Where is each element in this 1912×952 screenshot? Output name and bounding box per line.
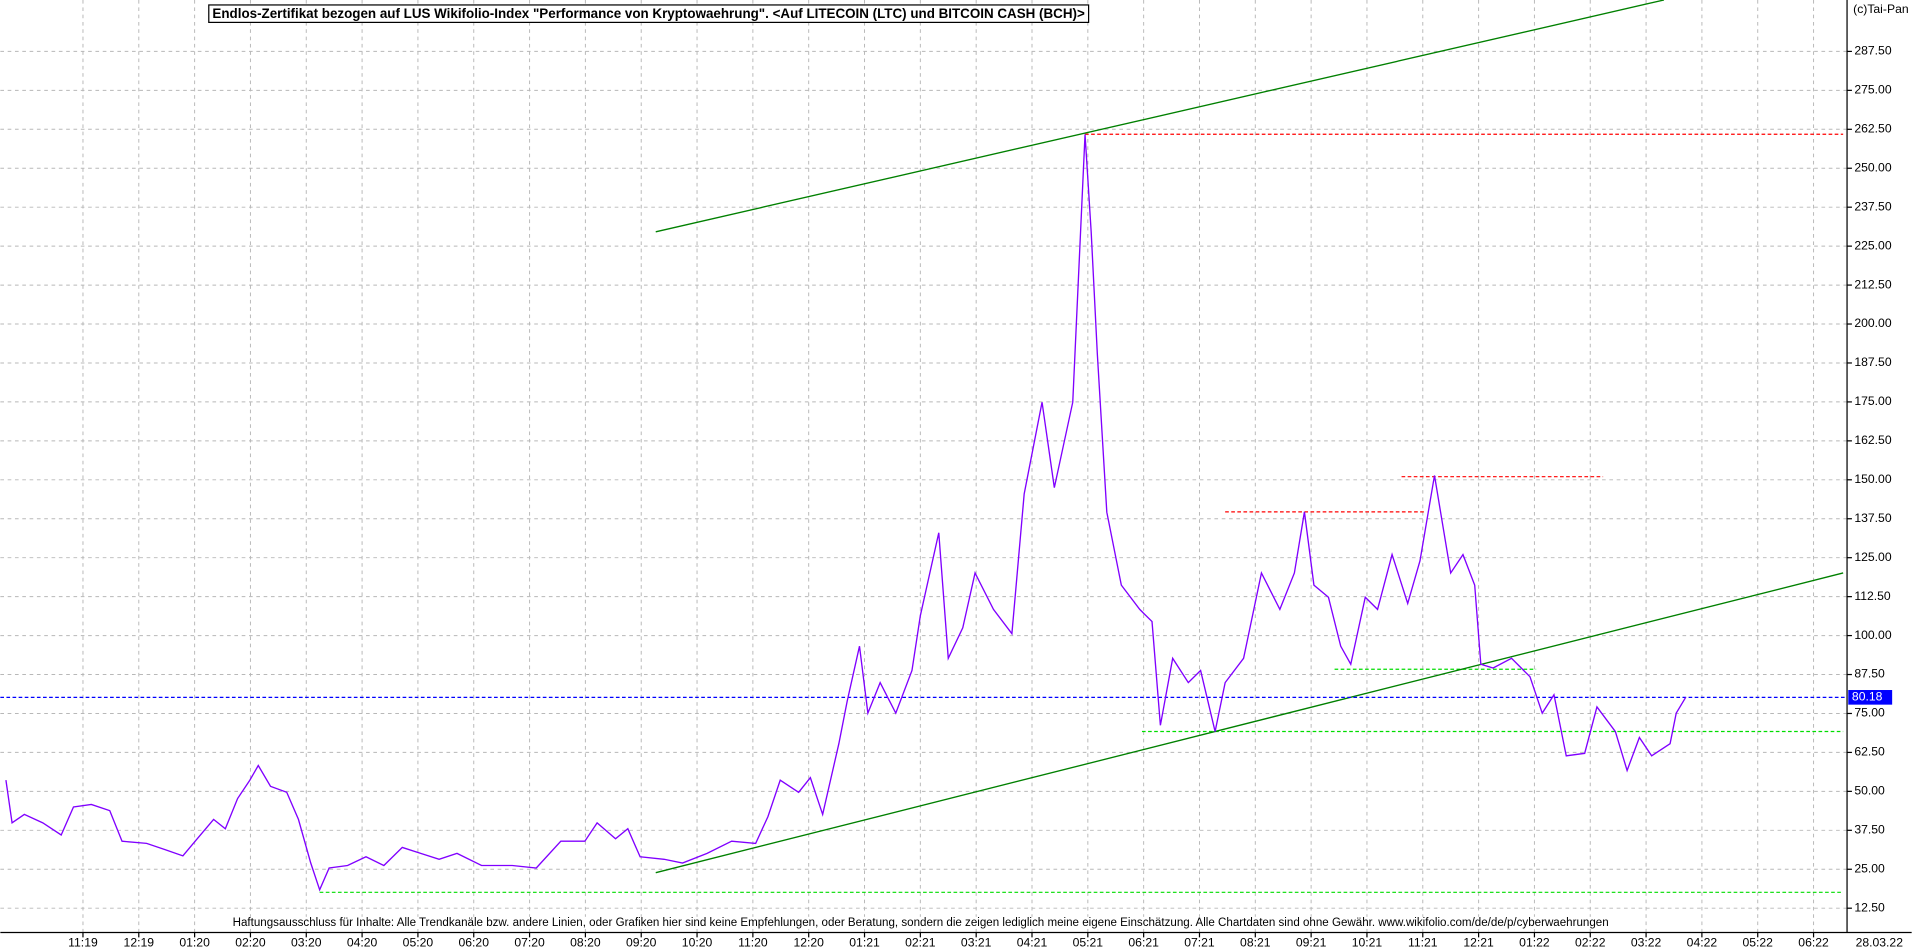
x-tick-label: 06:21 (1128, 936, 1159, 950)
footer: Haftungsausschluss für Inhalte: Alle Tre… (233, 917, 1609, 929)
y-tick-label: 200.00 (1854, 316, 1891, 330)
last-value-label: 80.18 (1852, 690, 1883, 704)
trend-line (655, 572, 1844, 874)
x-tick-label: 02:20 (235, 936, 266, 950)
x-tick-label: 11:19 (68, 936, 98, 950)
trend-line (655, 0, 1665, 233)
y-tick-label: 87.50 (1854, 667, 1885, 681)
x-tick-label: 03:22 (1631, 936, 1662, 950)
x-tick-label: 01:20 (179, 936, 210, 950)
x-tick-label: 09:20 (626, 936, 657, 950)
y-tick-label: 50.00 (1854, 784, 1885, 798)
x-tick-label: 10:20 (682, 936, 713, 950)
y-tick-label: 162.50 (1854, 433, 1891, 447)
x-tick-label: 01:22 (1519, 936, 1550, 950)
source: (c)Tai-Pan (1853, 2, 1908, 16)
y-tick-label: 12.50 (1854, 900, 1885, 914)
y-tick-label: 137.50 (1854, 511, 1891, 525)
x-tick-label: 05:20 (403, 936, 434, 950)
footer-bg (230, 916, 1612, 929)
y-tick-label: 150.00 (1854, 472, 1891, 486)
x-tick-label: 01:21 (849, 936, 880, 950)
date-label: 28.03.22 (1856, 936, 1904, 950)
x-tick-label: 12:21 (1463, 936, 1494, 950)
title-box (208, 4, 1090, 24)
x-tick-label: 11:21 (1408, 936, 1438, 950)
x-tick-label: 05:21 (1073, 936, 1104, 950)
x-tick-label: 08:20 (570, 936, 601, 950)
y-tick-label: 262.50 (1854, 122, 1891, 136)
x-tick-label: 10:21 (1352, 936, 1383, 950)
y-tick-label: 275.00 (1854, 83, 1891, 97)
x-tick-label: 07:21 (1184, 936, 1215, 950)
x-tick-label: 09:21 (1296, 936, 1327, 950)
y-tick-label: 62.50 (1854, 745, 1885, 759)
y-tick-label: 37.50 (1854, 823, 1885, 837)
y-tick-label: 250.00 (1854, 160, 1891, 174)
x-tick-label: 02:21 (905, 936, 936, 950)
y-tick-label: 75.00 (1854, 706, 1885, 720)
x-tick-label: 11:20 (738, 936, 768, 950)
x-tick-label: 03:20 (291, 936, 322, 950)
x-tick-label: 04:20 (347, 936, 378, 950)
y-tick-label: 100.00 (1854, 628, 1891, 642)
x-tick-label: 06:20 (459, 936, 490, 950)
y-tick-label: 225.00 (1854, 238, 1891, 252)
y-tick-label: 287.50 (1854, 44, 1891, 58)
y-tick-label: 25.00 (1854, 861, 1885, 875)
marks (0, 0, 1848, 893)
chart-title: Endlos-Zertifikat bezogen auf LUS Wikifo… (212, 6, 1085, 21)
y-tick-label: 112.50 (1854, 589, 1891, 603)
grid (0, 0, 1848, 933)
x-tick-label: 06:22 (1798, 936, 1829, 950)
x-tick-label: 12:20 (793, 936, 824, 950)
x-tick-label: 07:20 (514, 936, 545, 950)
x-tick-label: 08:21 (1240, 936, 1271, 950)
last-value-box (1848, 690, 1893, 705)
x-tick-label: 04:22 (1687, 936, 1718, 950)
y-tick-label: 175.00 (1854, 394, 1891, 408)
y-tick-label: 212.50 (1854, 277, 1891, 291)
x-tick-label: 05:22 (1742, 936, 1773, 950)
x-tick-label: 03:21 (961, 936, 992, 950)
y-tick-label: 237.50 (1854, 199, 1891, 213)
x-tick-label: 04:21 (1017, 936, 1048, 950)
y-tick-label: 187.50 (1854, 355, 1891, 369)
x-tick-label: 12:19 (124, 936, 155, 950)
x-tick-label: 02:22 (1575, 936, 1606, 950)
price-line (5, 134, 1687, 892)
y-tick-label: 125.00 (1854, 550, 1891, 564)
